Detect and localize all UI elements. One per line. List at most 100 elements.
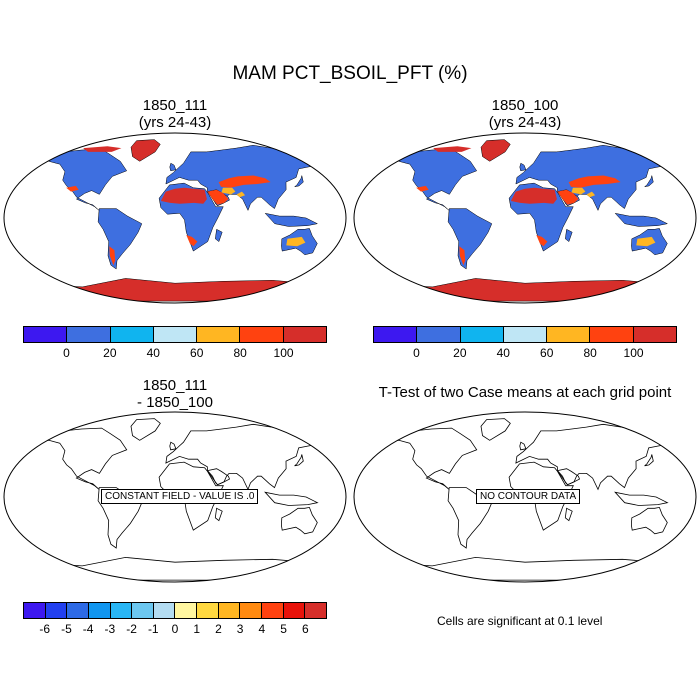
- colorbar-tick-label: 2: [215, 622, 222, 636]
- panel-title-bottom-right: T-Test of two Case means at each grid po…: [378, 384, 672, 401]
- colorbar-tick-label: -5: [61, 622, 72, 636]
- colorbar-swatch: [590, 327, 634, 342]
- colorbar-tick-label: 40: [146, 346, 160, 360]
- panel-title-top-left-line1: 1850_111: [142, 97, 208, 114]
- land-antarctica: [382, 556, 669, 581]
- land-japan: [644, 175, 654, 188]
- colorbar-tick-label: 100: [273, 346, 294, 360]
- bare-soil-region: [433, 146, 472, 152]
- bare-soil-region: [510, 187, 557, 204]
- bare-soil-region: [207, 189, 229, 205]
- land-uk: [169, 162, 177, 172]
- map-border: [3, 411, 347, 583]
- land-australia: [280, 506, 318, 535]
- colorbar-swatch: [110, 327, 154, 342]
- land-madagascar: [214, 507, 223, 522]
- colorbar-swatch: [240, 603, 263, 618]
- bare-soil-region: [83, 146, 122, 152]
- colorbar-tick-label: 60: [190, 346, 204, 360]
- colorbar-swatch: [633, 327, 676, 342]
- panel-title-bottom-left-line2: - 1850_100: [137, 394, 213, 411]
- land-sa: [447, 208, 493, 270]
- colorbar-swatch: [197, 603, 219, 618]
- colorbar-top-right: [373, 326, 677, 343]
- bare-soil-region: [66, 185, 79, 192]
- bare-soil-region: [536, 235, 548, 247]
- panel-title-top-left: 1850_111 (yrs 24-43): [65, 97, 285, 131]
- colorbar-swatch: [45, 603, 68, 618]
- colorbar-tick-label: 6: [301, 622, 309, 636]
- panel-title-top-right-line2: (yrs 24-43): [488, 114, 562, 131]
- bare-soil-region: [636, 236, 656, 247]
- bare-soil-region: [236, 191, 246, 198]
- land-indonesia: [614, 491, 669, 506]
- colorbar-swatch: [503, 327, 548, 342]
- map-border: [353, 411, 697, 583]
- colorbar-swatch: [374, 327, 418, 342]
- land-indonesia: [264, 212, 319, 227]
- colorbar-tick-label: -4: [82, 622, 94, 636]
- colorbar-swatch: [262, 603, 284, 618]
- bare-soil-region: [286, 236, 306, 247]
- colorbar-tick-label: 4: [258, 622, 266, 636]
- panel-title-top-left-line2: (yrs 24-43): [138, 114, 212, 131]
- bare-soil-region: [109, 246, 116, 266]
- land-madagascar: [565, 228, 573, 243]
- colorbar-swatch: [283, 327, 326, 342]
- colorbar-swatch: [305, 603, 326, 618]
- colorbar-diff: [23, 602, 327, 619]
- bare-soil-region: [218, 175, 271, 188]
- bare-soil-region: [160, 187, 207, 204]
- colorbar-swatch: [460, 327, 504, 342]
- colorbar-swatch: [240, 327, 284, 342]
- land-madagascar: [564, 507, 573, 522]
- land-eurasia: [515, 423, 671, 491]
- colorbar-swatch: [547, 327, 591, 342]
- land-antarctica: [32, 278, 319, 302]
- colorbar-tick-label: 60: [540, 346, 554, 360]
- land-madagascar: [215, 228, 223, 243]
- bare-soil-region: [459, 246, 466, 266]
- colorbar-swatch: [197, 327, 241, 342]
- land-antarctica: [382, 278, 669, 302]
- colorbar-tick-label: 20: [453, 346, 467, 360]
- land-japan: [644, 454, 654, 467]
- colorbar-swatch: [417, 327, 461, 342]
- bare-soil-region: [557, 189, 579, 205]
- colorbar-swatch: [175, 603, 198, 618]
- bare-soil-region: [568, 175, 621, 188]
- land-uk: [519, 441, 527, 451]
- map-top-right: [352, 131, 698, 305]
- colorbar-swatch: [153, 327, 198, 342]
- land-uk: [519, 162, 527, 172]
- colorbar-swatch: [67, 603, 89, 618]
- map-top-left: [2, 131, 348, 305]
- colorbar-tick-label: 20: [103, 346, 117, 360]
- bare-soil-region: [221, 187, 236, 195]
- colorbar-swatch: [88, 603, 111, 618]
- colorbar-tick-label: -2: [126, 622, 137, 636]
- land-greenland: [130, 418, 161, 441]
- land-indonesia: [614, 212, 669, 227]
- panel-title-bottom-left: 1850_111 - 1850_100: [65, 377, 285, 411]
- colorbar-swatch: [283, 603, 306, 618]
- land-japan: [294, 175, 304, 188]
- constant-field-label: CONSTANT FIELD - VALUE IS .0: [101, 489, 259, 504]
- figure-title: MAM PCT_BSOIL_PFT (%): [232, 63, 468, 84]
- panel-title-top-right: 1850_100 (yrs 24-43): [415, 97, 635, 131]
- land-arabia: [556, 468, 581, 486]
- bare-soil-region: [416, 185, 429, 192]
- significance-note: Cells are significant at 0.1 level: [437, 614, 603, 628]
- colorbar-tick-label: 0: [63, 346, 70, 360]
- colorbar-swatch: [132, 603, 154, 618]
- panel-title-top-right-line1: 1850_100: [491, 97, 559, 114]
- colorbar-tick-label: -3: [104, 622, 116, 636]
- colorbar-tick-label: 5: [280, 622, 287, 636]
- land-japan: [294, 454, 304, 467]
- bare-soil-region: [571, 187, 586, 195]
- land-eurasia: [165, 423, 321, 491]
- map-border: [3, 132, 347, 304]
- colorbar-tick-label: 3: [236, 622, 244, 636]
- bare-soil-region: [586, 191, 596, 198]
- colorbar-tick-label: 100: [623, 346, 644, 360]
